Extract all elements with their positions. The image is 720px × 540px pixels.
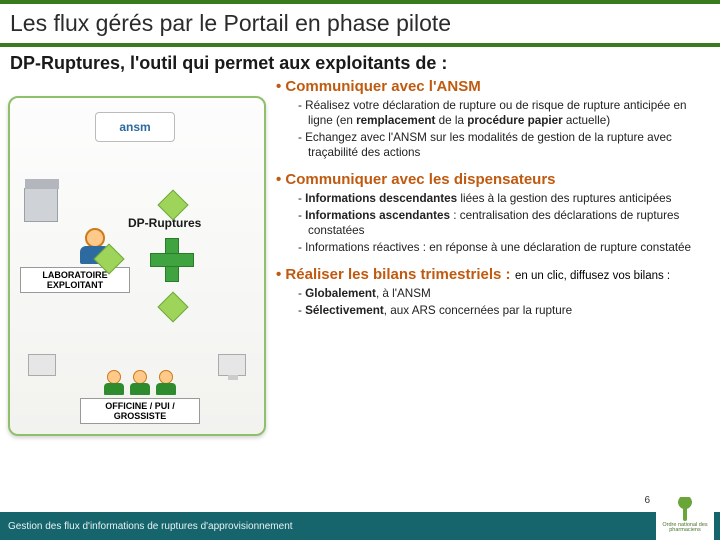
connector-icon	[157, 291, 188, 322]
section-head: Communiquer avec l'ANSM	[276, 78, 481, 95]
ansm-box: ansm	[95, 112, 175, 142]
sub-item: Sélectivement, aux ARS concernées par la…	[298, 304, 710, 319]
sub-item: Informations descendantes liées à la ges…	[298, 192, 710, 207]
footer-bar: Gestion des flux d'informations de ruptu…	[0, 512, 720, 540]
building-icon	[24, 188, 58, 222]
caduceus-icon	[676, 497, 694, 523]
sub-item: Informations ascendantes : centralisatio…	[298, 209, 710, 239]
footer-text: Gestion des flux d'informations de ruptu…	[8, 521, 293, 532]
sub-item: Echangez avec l'ANSM sur les modalités d…	[298, 131, 710, 161]
sub-item: Globalement, à l'ANSM	[298, 287, 710, 302]
lab-label: LABORATOIRE EXPLOITANT	[20, 267, 130, 293]
text-column: Communiquer avec l'ANSM Réalisez votre d…	[270, 78, 712, 436]
section-item: Réaliser les bilans trimestriels : en un…	[276, 266, 712, 327]
sub-item: Informations réactives : en réponse à un…	[298, 241, 710, 256]
person-icon	[159, 370, 173, 384]
title-bar: Les flux gérés par le Portail en phase p…	[0, 0, 720, 47]
sections-list: Communiquer avec l'ANSM Réalisez votre d…	[276, 78, 712, 327]
person-icon	[107, 370, 121, 384]
monitor-icon	[218, 354, 246, 376]
ordre-logo: Ordre national des pharmaciens	[656, 490, 714, 540]
diagram-column: ansm LABORATOIRE EXPLOITANT DP-Ruptures	[8, 78, 270, 436]
person-icon	[133, 370, 147, 384]
dp-center-label: DP-Ruptures	[128, 216, 201, 230]
section-head: Réaliser les bilans trimestriels :	[276, 266, 511, 283]
slide-subtitle: DP-Ruptures, l'outil qui permet aux expl…	[0, 47, 720, 78]
section-item: Communiquer avec les dispensateurs Infor…	[276, 171, 712, 264]
sub-list: Réalisez votre déclaration de rupture ou…	[276, 96, 712, 169]
monitor-icon	[28, 354, 56, 376]
officine-entity: OFFICINE / PUI / GROSSISTE	[80, 370, 200, 424]
section-item: Communiquer avec l'ANSM Réalisez votre d…	[276, 78, 712, 169]
sub-list: Informations descendantes liées à la ges…	[276, 189, 712, 264]
flow-diagram: ansm LABORATOIRE EXPLOITANT DP-Ruptures	[8, 96, 266, 436]
officine-label: OFFICINE / PUI / GROSSISTE	[80, 398, 200, 424]
person-icon	[85, 228, 105, 248]
pharmacy-cross-icon	[150, 238, 194, 282]
slide-title: Les flux gérés par le Portail en phase p…	[10, 10, 710, 37]
logo-text: Ordre national des pharmaciens	[656, 523, 714, 534]
section-note: en un clic, diffusez vos bilans :	[515, 270, 670, 282]
sub-item: Réalisez votre déclaration de rupture ou…	[298, 99, 710, 129]
sub-list: Globalement, à l'ANSM Sélectivement, aux …	[276, 284, 712, 327]
main-content: ansm LABORATOIRE EXPLOITANT DP-Ruptures	[0, 78, 720, 436]
section-head: Communiquer avec les dispensateurs	[276, 171, 556, 188]
page-number: 6	[644, 495, 650, 506]
